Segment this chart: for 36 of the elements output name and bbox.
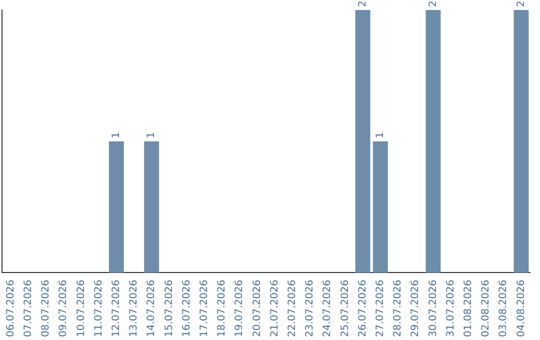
x-tick-label: 09.07.2026	[58, 280, 70, 338]
x-tick-label: 31.07.2026	[445, 280, 456, 338]
x-tick-label: 10.07.2026	[76, 280, 87, 338]
x-tick-label: 06.07.2026	[5, 280, 16, 338]
x-tick-label: 30.07.2026	[428, 280, 439, 338]
x-tick-label: 14.07.2026	[146, 280, 158, 338]
x-tick-label: 04.08.2026	[516, 280, 527, 338]
x-tick-label: 24.07.2026	[322, 280, 334, 338]
x-tick-label: 26.07.2026	[357, 280, 368, 338]
x-tick-label: 08.07.2026	[40, 280, 52, 338]
x-tick-label: 21.07.2026	[269, 280, 280, 338]
x-tick-label: 03.08.2026	[498, 280, 510, 338]
x-tick-label: 11.07.2026	[93, 280, 104, 338]
x-tick-label: 16.07.2026	[181, 280, 192, 338]
x-tick-label: 28.07.2026	[392, 280, 404, 338]
x-tick-label: 01.08.2026	[462, 280, 474, 338]
x-tick-label: 27.07.2026	[374, 280, 386, 338]
x-tick-label: 25.07.2026	[340, 280, 351, 338]
data-label: 2	[357, 0, 368, 7]
x-tick-label: 17.07.2026	[198, 280, 210, 338]
x-tick-label: 02.08.2026	[480, 280, 492, 338]
data-label: 1	[110, 132, 122, 138]
data-label: 1	[374, 132, 386, 138]
x-tick-label: 18.07.2026	[216, 280, 228, 338]
x-tick-label: 15.07.2026	[164, 280, 175, 338]
x-tick-label: 13.07.2026	[128, 280, 140, 338]
x-tick-label: 07.07.2026	[22, 280, 34, 338]
x-tick-label: 19.07.2026	[234, 280, 246, 338]
data-label: 1	[146, 132, 158, 138]
x-tick-label: 22.07.2026	[286, 280, 298, 338]
x-tick-label: 29.07.2026	[410, 280, 422, 338]
data-label: 2	[428, 0, 439, 7]
x-tick-label: 12.07.2026	[110, 280, 122, 338]
data-label: 2	[516, 0, 527, 7]
x-tick-label: 23.07.2026	[304, 280, 316, 338]
x-tick-label: 20.07.2026	[252, 280, 263, 338]
